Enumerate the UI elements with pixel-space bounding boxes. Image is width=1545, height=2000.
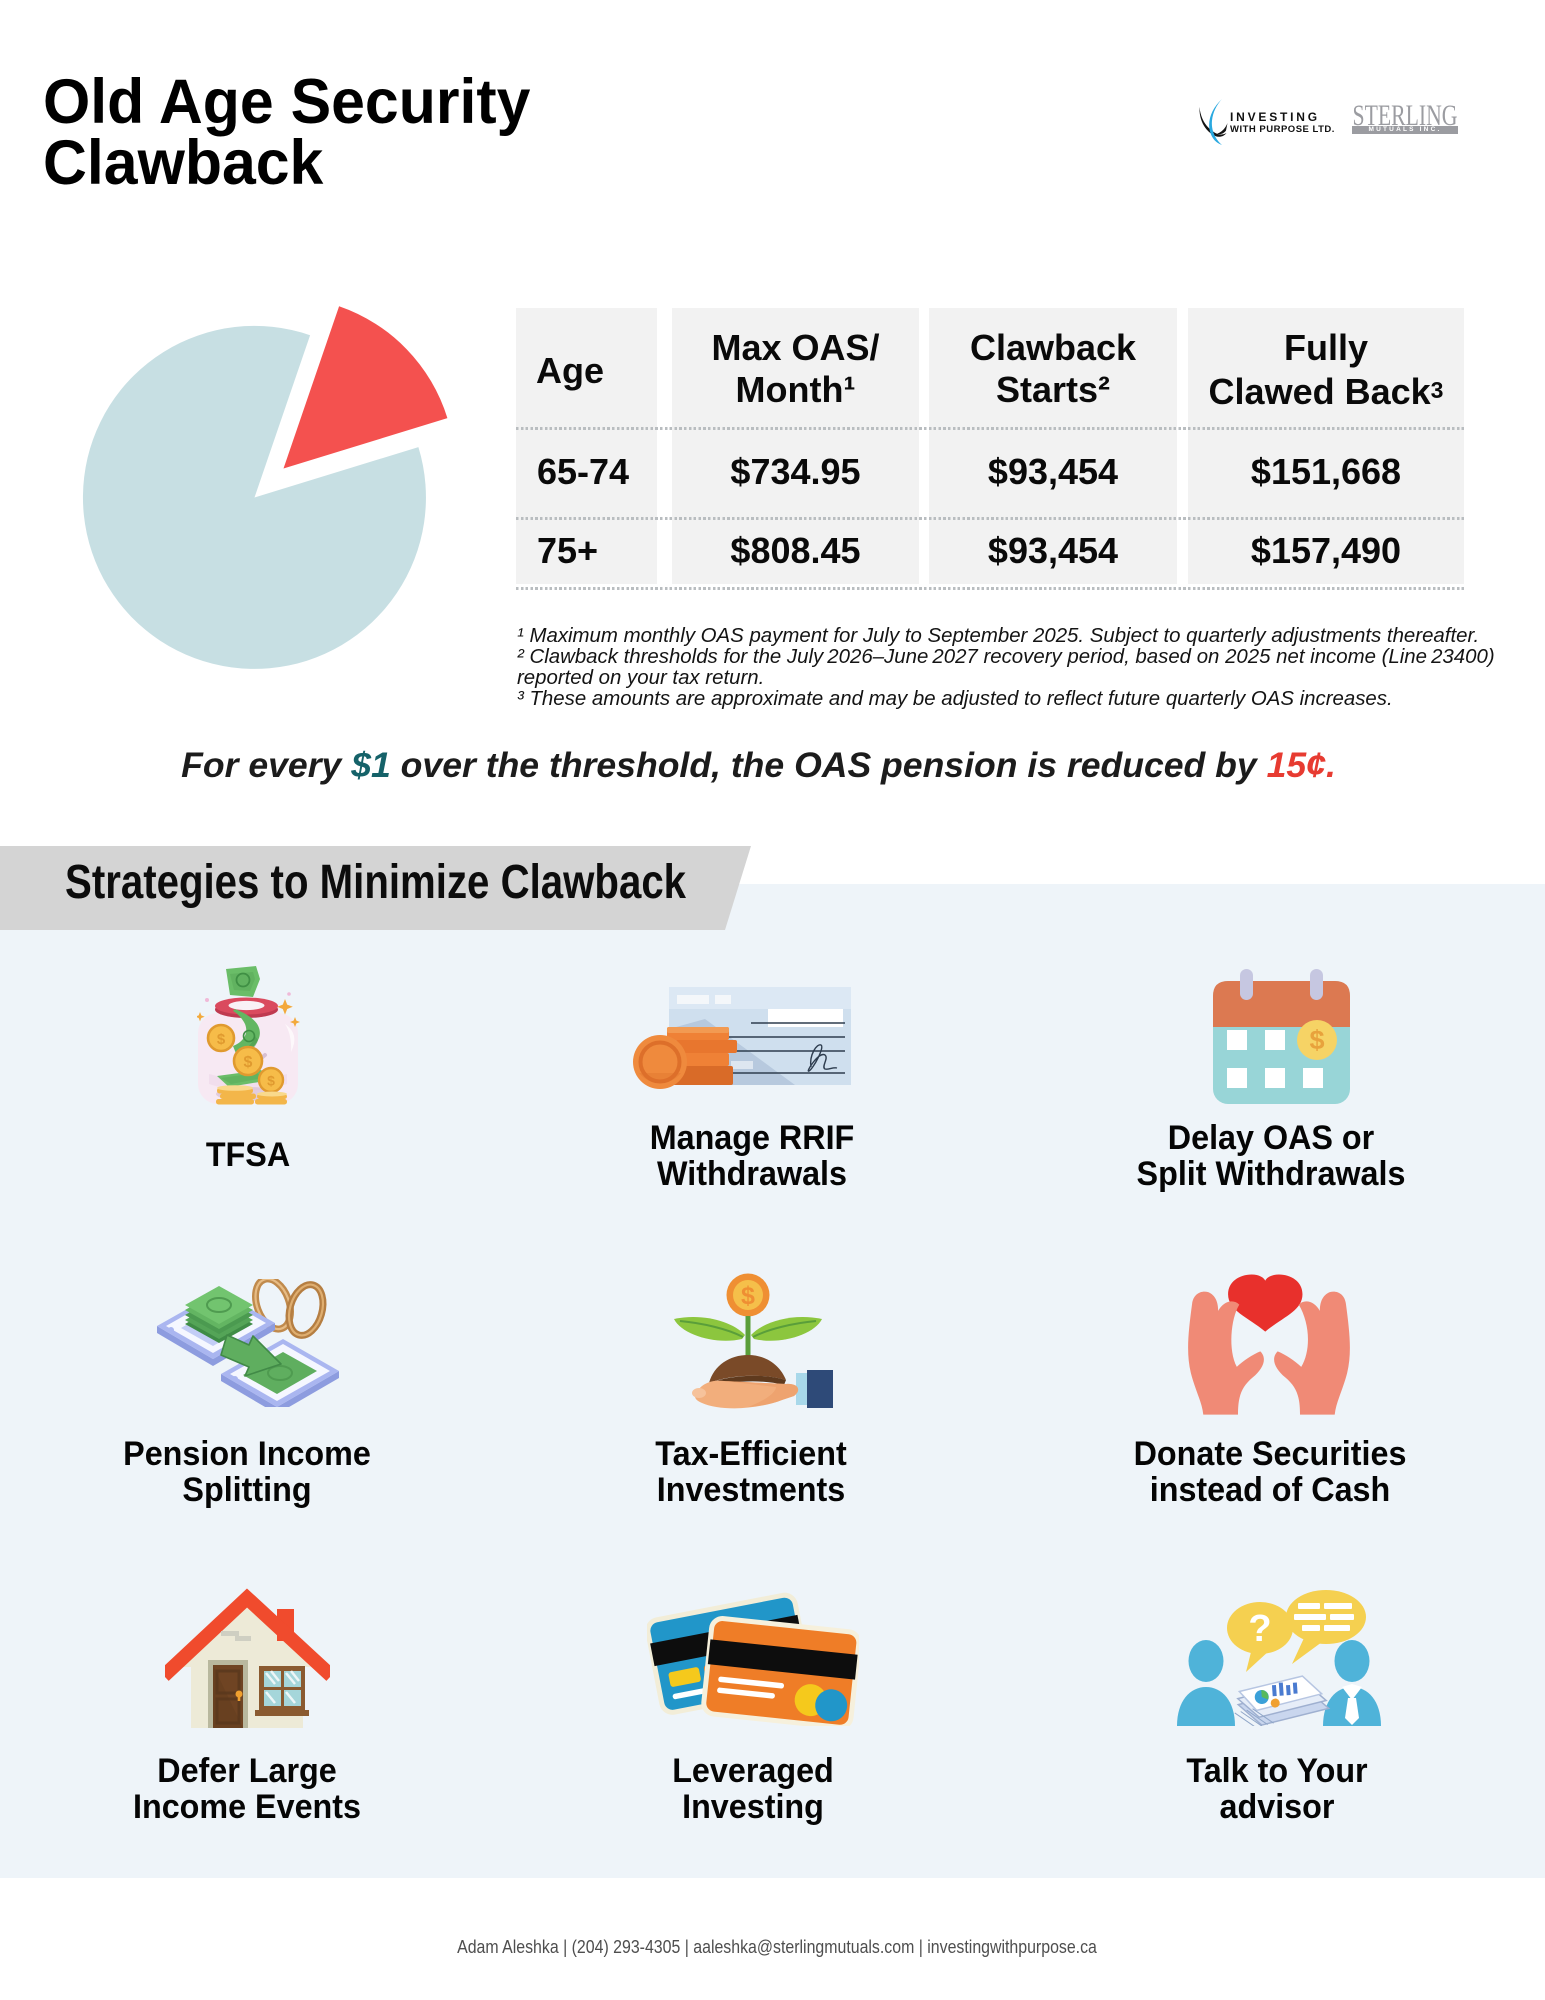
svg-text:$: $: [267, 1073, 275, 1089]
svg-text:?: ?: [1248, 1608, 1271, 1650]
svg-text:$: $: [217, 1031, 226, 1048]
svg-text:$: $: [244, 1054, 253, 1071]
svg-text:$: $: [1309, 1025, 1324, 1055]
svg-text:$: $: [741, 1282, 755, 1310]
